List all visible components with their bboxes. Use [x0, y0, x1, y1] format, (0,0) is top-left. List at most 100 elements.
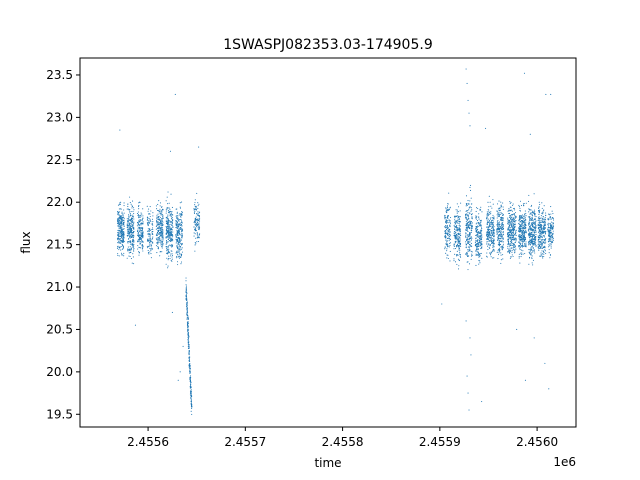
data-point — [498, 245, 501, 247]
data-point — [458, 223, 460, 225]
data-point — [457, 222, 459, 224]
data-point — [538, 207, 540, 209]
data-point — [476, 251, 478, 253]
data-point — [529, 239, 531, 241]
data-point — [465, 218, 467, 220]
data-point — [513, 224, 515, 226]
data-point — [498, 228, 501, 230]
data-point — [454, 237, 456, 239]
data-point — [480, 221, 482, 223]
data-point — [543, 255, 545, 258]
data-point — [137, 238, 139, 240]
data-point — [459, 228, 461, 230]
data-point — [189, 379, 191, 381]
x-tick-label: 2.4557 — [224, 435, 266, 449]
data-point — [116, 218, 119, 220]
data-point — [543, 235, 545, 237]
data-point — [501, 237, 503, 239]
data-point — [513, 234, 515, 236]
data-point — [118, 204, 120, 206]
data-point — [457, 227, 459, 229]
data-point — [169, 228, 171, 230]
data-point — [123, 255, 125, 257]
data-point — [186, 318, 188, 320]
data-point — [117, 225, 119, 227]
data-point — [123, 209, 125, 211]
data-point — [548, 252, 550, 254]
data-point — [147, 217, 149, 219]
data-point — [179, 245, 181, 248]
data-point — [468, 228, 471, 230]
data-point — [141, 241, 143, 243]
data-point — [117, 242, 119, 244]
data-point — [469, 241, 471, 243]
data-point — [159, 202, 161, 204]
data-point — [460, 202, 462, 204]
data-point — [149, 236, 151, 238]
data-point — [468, 207, 470, 209]
y-tick-label: 22.0 — [46, 195, 73, 209]
data-point — [458, 242, 460, 244]
data-point — [188, 365, 190, 367]
data-point — [148, 234, 150, 236]
data-point — [133, 221, 135, 223]
data-point — [119, 242, 121, 244]
data-point — [187, 318, 189, 320]
data-point — [156, 234, 158, 236]
data-point — [167, 246, 169, 248]
data-point — [518, 234, 520, 236]
data-point — [147, 233, 149, 235]
data-point — [519, 246, 521, 248]
data-point — [123, 225, 125, 227]
data-point — [449, 234, 452, 236]
data-point — [471, 251, 473, 253]
data-point — [469, 186, 471, 188]
data-point — [120, 208, 122, 210]
data-point — [122, 228, 124, 230]
data-point — [185, 291, 187, 293]
data-point — [466, 228, 468, 230]
data-point — [161, 220, 163, 222]
data-point — [453, 243, 455, 245]
data-point — [532, 229, 534, 231]
data-point — [142, 221, 144, 223]
data-point — [446, 238, 448, 240]
data-point — [532, 250, 534, 252]
data-point — [180, 212, 182, 214]
data-point — [476, 226, 478, 228]
data-point — [465, 244, 467, 246]
data-point — [176, 254, 179, 256]
data-point — [524, 243, 526, 245]
data-point — [489, 224, 491, 226]
data-point — [507, 236, 509, 238]
data-point — [131, 248, 133, 250]
data-point — [160, 241, 162, 243]
data-point — [127, 227, 129, 229]
data-point — [468, 250, 471, 252]
data-point — [467, 216, 470, 218]
data-point — [458, 240, 460, 242]
data-point — [187, 337, 189, 339]
data-point — [458, 216, 460, 218]
data-point — [465, 223, 467, 225]
data-point — [475, 264, 477, 266]
data-point — [529, 133, 531, 135]
data-point — [177, 232, 179, 234]
data-point — [523, 235, 526, 237]
data-point — [195, 237, 197, 239]
data-point — [120, 219, 122, 221]
data-point — [489, 222, 491, 224]
data-point — [167, 267, 169, 269]
data-point — [129, 233, 131, 235]
data-point — [479, 241, 481, 243]
data-point — [508, 212, 511, 215]
data-point — [189, 368, 191, 370]
data-point — [487, 233, 489, 236]
data-point — [130, 215, 132, 217]
data-point — [544, 238, 546, 241]
data-point — [513, 229, 515, 231]
data-point — [117, 233, 119, 236]
data-point — [455, 220, 457, 222]
data-point — [118, 232, 120, 234]
data-point — [509, 257, 511, 259]
